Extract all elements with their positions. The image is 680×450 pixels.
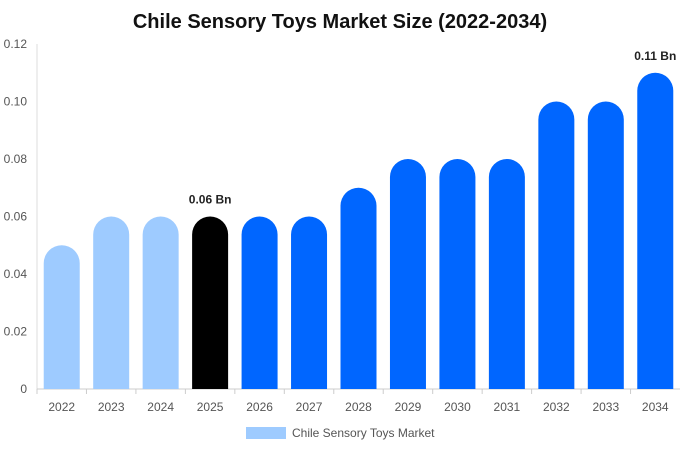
bar-2030 [439, 159, 476, 389]
legend-label: Chile Sensory Toys Market [292, 426, 435, 440]
bar-2025 [192, 216, 229, 389]
y-tick-label: 0.08 [4, 152, 28, 166]
bar-2032 [538, 101, 575, 389]
x-tick-label: 2022 [48, 400, 75, 414]
x-tick-label: 2030 [444, 400, 471, 414]
x-tick-label: 2026 [246, 400, 273, 414]
data-label-2025: 0.06 Bn [189, 193, 232, 207]
bar-2029 [389, 159, 426, 389]
bar-2034 [637, 72, 674, 389]
y-tick-label: 0 [20, 382, 27, 396]
x-tick-label: 2032 [543, 400, 570, 414]
y-tick-label: 0.12 [4, 37, 28, 51]
bar-2022 [43, 245, 80, 389]
x-tick-label: 2025 [197, 400, 224, 414]
data-labels-group: 0.06 Bn 0.11 Bn [189, 49, 677, 207]
y-tick-label: 0.06 [4, 210, 28, 224]
legend: Chile Sensory Toys Market [246, 426, 435, 440]
bar-2033 [587, 101, 624, 389]
x-tick-label: 2027 [296, 400, 323, 414]
legend-swatch [246, 427, 286, 439]
x-axis: 2022 2023 2024 2025 2026 2027 2028 2029 2030 2031… [36, 388, 680, 414]
x-tick-label: 2028 [345, 400, 372, 414]
y-axis: 0 0.02 0.04 0.06 0.08 0.10 0.12 [4, 37, 38, 396]
y-tick-label: 0.10 [4, 95, 28, 109]
bar-2023 [93, 216, 130, 389]
x-tick-label: 2033 [592, 400, 619, 414]
bars-group [43, 72, 674, 389]
bar-2027 [291, 216, 328, 389]
x-tick-label: 2034 [642, 400, 669, 414]
y-tick-label: 0.02 [4, 325, 28, 339]
bar-2024 [142, 216, 179, 389]
x-tick-label: 2023 [98, 400, 125, 414]
bar-2031 [488, 158, 525, 389]
y-tick-label: 0.04 [4, 267, 28, 281]
x-tick-label: 2031 [494, 400, 521, 414]
x-tick-label: 2024 [147, 400, 174, 414]
data-label-2034: 0.11 Bn [634, 49, 676, 63]
bar-2026 [241, 216, 278, 389]
bar-2028 [340, 187, 377, 389]
chart-title: Chile Sensory Toys Market Size (2022-203… [133, 11, 547, 33]
x-tick-label: 2029 [395, 400, 422, 414]
